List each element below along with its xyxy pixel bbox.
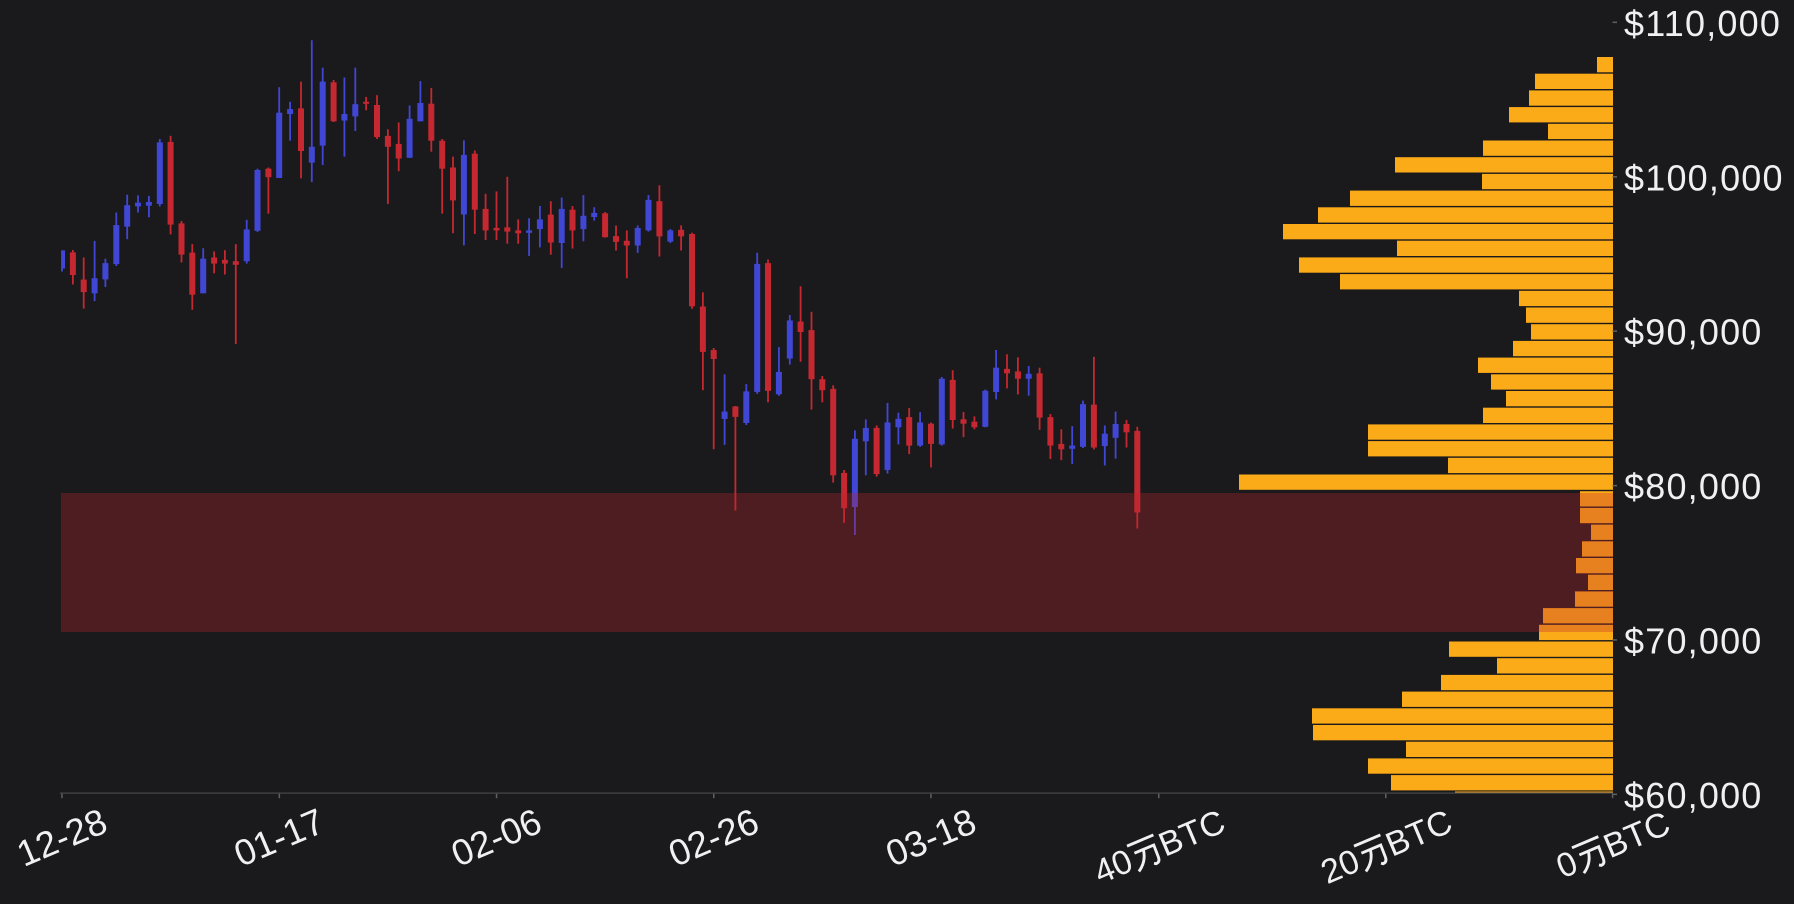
svg-text:$110,000: $110,000 (1624, 3, 1781, 44)
svg-text:$90,000: $90,000 (1624, 312, 1763, 353)
svg-text:$100,000: $100,000 (1624, 157, 1784, 198)
svg-text:$80,000: $80,000 (1624, 466, 1763, 507)
svg-text:$70,000: $70,000 (1624, 621, 1763, 662)
svg-text:$60,000: $60,000 (1624, 775, 1763, 816)
